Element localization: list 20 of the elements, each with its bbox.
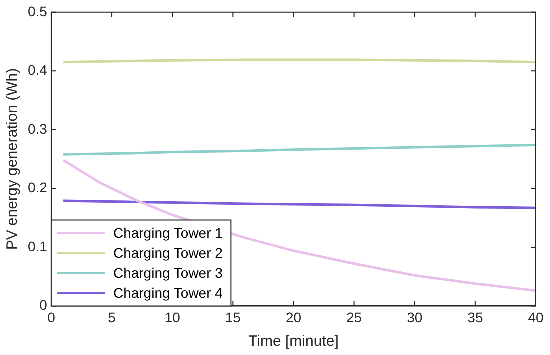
- y-tick-label: 0.1: [28, 238, 48, 254]
- legend-label: Charging Tower 3: [113, 265, 224, 282]
- y-tick-label: 0.3: [28, 120, 48, 137]
- y-tick-label: 0.5: [28, 3, 48, 20]
- x-tick-label: 10: [164, 309, 181, 326]
- x-tick-label: 35: [468, 309, 484, 326]
- y-tick-label: 0.4: [28, 62, 48, 78]
- legend-label: Charging Tower 4: [113, 285, 224, 302]
- x-tick-label: 5: [108, 309, 116, 326]
- y-axis-title: PV energy generation (Wh): [4, 68, 22, 250]
- x-tick-label: 15: [225, 309, 242, 326]
- legend-label: Charging Tower 2: [113, 245, 224, 262]
- y-tick-label: 0.2: [28, 180, 48, 196]
- legend-label: Charging Tower 1: [113, 225, 224, 242]
- x-tick-label: 40: [528, 309, 544, 326]
- x-axis-title: Time [minute]: [248, 333, 339, 350]
- x-tick-label: 30: [407, 309, 423, 326]
- y-tick-label: 0: [40, 297, 48, 314]
- x-tick-label: 25: [346, 309, 362, 326]
- x-tick-label: 20: [286, 309, 302, 326]
